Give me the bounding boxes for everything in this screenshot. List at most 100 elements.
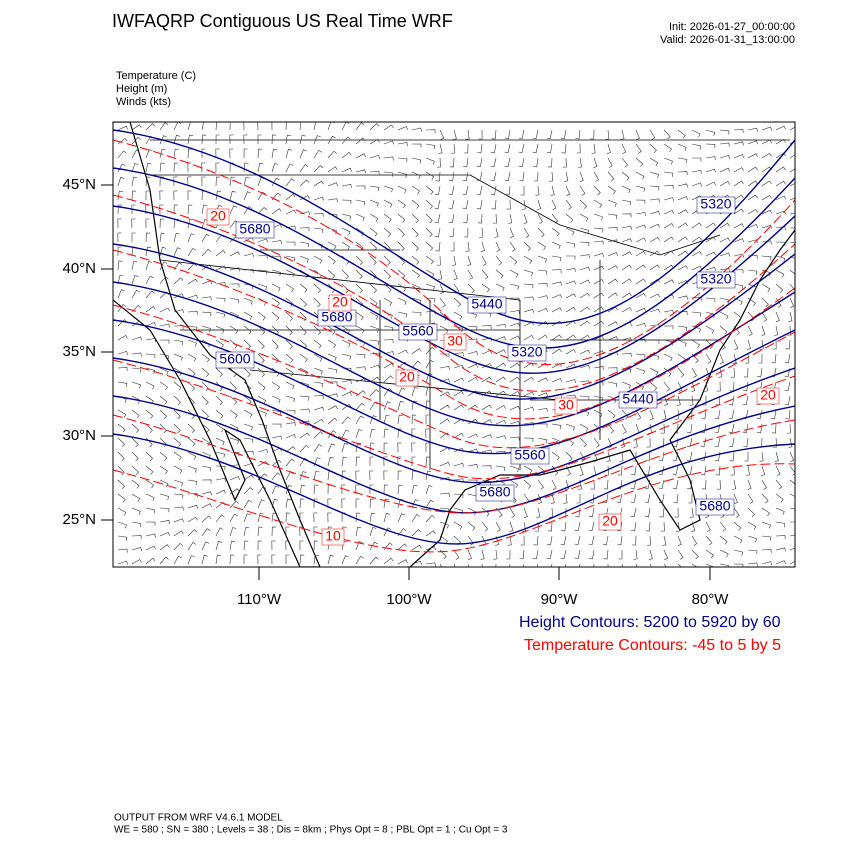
- wind-barb: [705, 549, 714, 559]
- wind-barb: [271, 269, 282, 276]
- wind-barb: [551, 241, 561, 249]
- wind-barb: [705, 266, 716, 271]
- wind-barb: [117, 304, 127, 313]
- wind-barb: [243, 191, 251, 201]
- wind-barb: [201, 381, 209, 392]
- wind-barb: [243, 526, 250, 537]
- wind-barb: [658, 465, 665, 476]
- height-contour: [113, 205, 795, 374]
- wind-barb: [523, 255, 533, 264]
- wind-barb: [646, 437, 651, 448]
- wind-barb: [691, 222, 702, 229]
- wind-barb: [243, 499, 252, 509]
- wind-barb: [691, 182, 702, 187]
- wind-barb: [243, 450, 254, 455]
- wind-barb: [369, 325, 379, 333]
- wind-barb: [635, 307, 646, 313]
- wind-barb: [732, 479, 737, 490]
- wind-barb: [789, 465, 795, 476]
- wind-barb: [439, 283, 445, 294]
- wind-barb: [453, 352, 464, 357]
- temperature-contour: [113, 463, 795, 553]
- wind-barb: [537, 479, 544, 490]
- wind-barb: [733, 339, 739, 350]
- wind-barb: [271, 395, 281, 404]
- wind-barb: [271, 353, 279, 364]
- wind-barb: [537, 392, 548, 397]
- wind-barb: [285, 134, 291, 145]
- wind-barb: [448, 185, 455, 196]
- wind-barb: [131, 124, 142, 131]
- height-contour-label: 5320: [700, 271, 731, 287]
- wind-barb: [341, 456, 347, 467]
- wind-barb: [504, 129, 511, 140]
- wind-barb: [397, 559, 408, 565]
- wind-barb: [257, 269, 268, 275]
- wind-barb: [467, 549, 472, 560]
- wind-barb: [481, 283, 490, 293]
- wind-barb: [579, 241, 590, 247]
- wind-barb: [537, 295, 548, 300]
- wind-barb: [131, 163, 139, 173]
- wind-barb: [257, 311, 266, 321]
- wind-barb: [602, 493, 609, 504]
- wind-barb: [705, 353, 712, 364]
- wind-barb: [658, 493, 665, 504]
- wind-barb: [453, 269, 458, 280]
- wind-barb: [621, 238, 632, 243]
- wind-barb: [299, 325, 307, 336]
- wind-barb: [383, 557, 394, 565]
- wind-barb: [590, 129, 595, 140]
- wind-barb: [201, 554, 208, 565]
- wind-barb: [523, 362, 534, 369]
- wind-barb: [299, 444, 309, 453]
- wind-barb: [677, 295, 688, 300]
- wind-barb: [607, 423, 615, 434]
- wind-barb: [463, 213, 469, 224]
- wind-barb: [355, 269, 363, 280]
- lat-label: 35°N: [62, 343, 96, 360]
- wind-barb: [397, 185, 407, 194]
- wind-barb: [659, 507, 665, 518]
- wind-barb: [425, 129, 436, 134]
- wind-barb: [229, 381, 237, 392]
- wind-barb: [229, 325, 239, 334]
- wind-barb: [117, 521, 127, 529]
- wind-barb: [677, 265, 688, 271]
- wind-barb: [714, 437, 721, 448]
- wind-barb: [173, 518, 184, 523]
- wind-barb: [509, 269, 519, 278]
- wind-barb: [299, 484, 306, 495]
- wind-barb: [271, 472, 281, 481]
- wind-barb: [747, 521, 757, 530]
- wind-barb: [313, 443, 323, 453]
- wind-barb: [271, 540, 276, 551]
- wind-barb: [369, 456, 374, 466]
- wind-barb: [201, 395, 209, 406]
- wind-barb: [565, 280, 576, 285]
- wind-barb: [159, 507, 170, 513]
- wind-barb: [728, 437, 735, 448]
- wind-barb: [411, 269, 420, 279]
- wind-barb: [117, 548, 128, 553]
- wind-barb: [621, 225, 632, 230]
- wind-barb: [383, 140, 394, 145]
- wind-barb: [313, 418, 324, 425]
- wind-barb: [495, 405, 506, 411]
- wind-barb: [201, 204, 208, 215]
- wind-barb: [579, 185, 586, 196]
- wind-barb: [383, 484, 388, 495]
- wind-barb: [719, 353, 724, 364]
- height-contour: [113, 167, 795, 349]
- wind-barb: [355, 297, 364, 307]
- wind-barb: [588, 507, 595, 518]
- wind-barb: [411, 241, 419, 252]
- wind-barb: [520, 535, 525, 546]
- wind-barb: [341, 269, 349, 280]
- wind-barb: [229, 513, 238, 523]
- wind-barb: [730, 367, 735, 378]
- wind-barb: [285, 255, 296, 262]
- wind-barb: [131, 547, 142, 552]
- wind-barb: [257, 283, 267, 291]
- wind-barb: [131, 204, 136, 215]
